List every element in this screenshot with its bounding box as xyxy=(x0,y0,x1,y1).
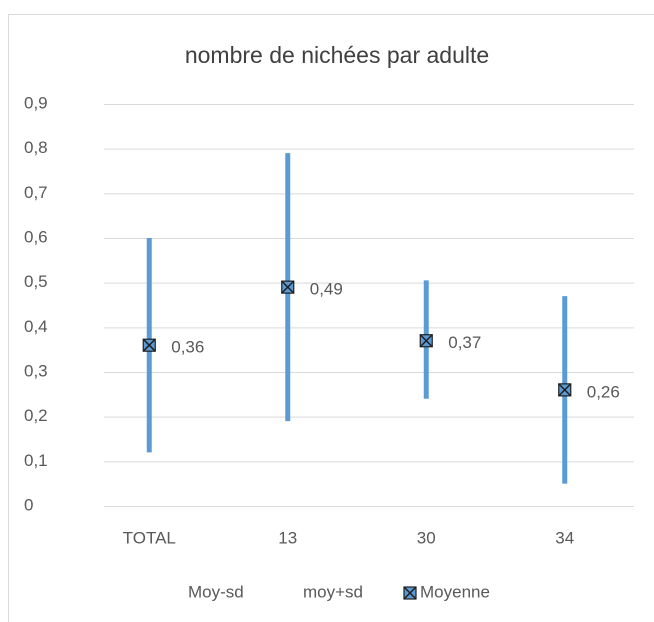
legend-label: Moy-sd xyxy=(188,582,244,601)
y-tick-label: 0,9 xyxy=(24,93,48,112)
y-tick-label: 0,8 xyxy=(24,138,48,157)
mean-marker-cross xyxy=(403,586,417,600)
y-tick-label: 0,1 xyxy=(24,451,48,470)
legend-label: moy+sd xyxy=(303,582,363,601)
mean-marker-cross xyxy=(142,338,156,352)
y-tick-label: 0,6 xyxy=(24,227,48,246)
x-tick-label: TOTAL xyxy=(123,528,176,547)
x-tick-label: 30 xyxy=(417,528,436,547)
data-label: 0,36 xyxy=(171,338,204,357)
x-tick-label: 34 xyxy=(555,528,574,547)
data-label: 0,26 xyxy=(587,382,620,401)
chart-border xyxy=(8,14,654,622)
chart-title: nombre de nichées par adulte xyxy=(185,42,489,68)
y-tick-label: 0 xyxy=(24,495,33,514)
y-tick-label: 0,3 xyxy=(24,361,48,380)
y-tick-label: 0,2 xyxy=(24,406,48,425)
data-label: 0,49 xyxy=(310,280,343,299)
data-label: 0,37 xyxy=(448,333,481,352)
mean-marker-cross xyxy=(419,334,433,348)
mean-marker-cross xyxy=(281,280,295,294)
mean-marker-cross xyxy=(558,383,572,397)
y-tick-label: 0,5 xyxy=(24,272,48,291)
x-tick-label: 13 xyxy=(278,528,297,547)
legend-label: Moyenne xyxy=(420,582,490,601)
y-tick-label: 0,4 xyxy=(24,317,48,336)
y-tick-label: 0,7 xyxy=(24,183,48,202)
